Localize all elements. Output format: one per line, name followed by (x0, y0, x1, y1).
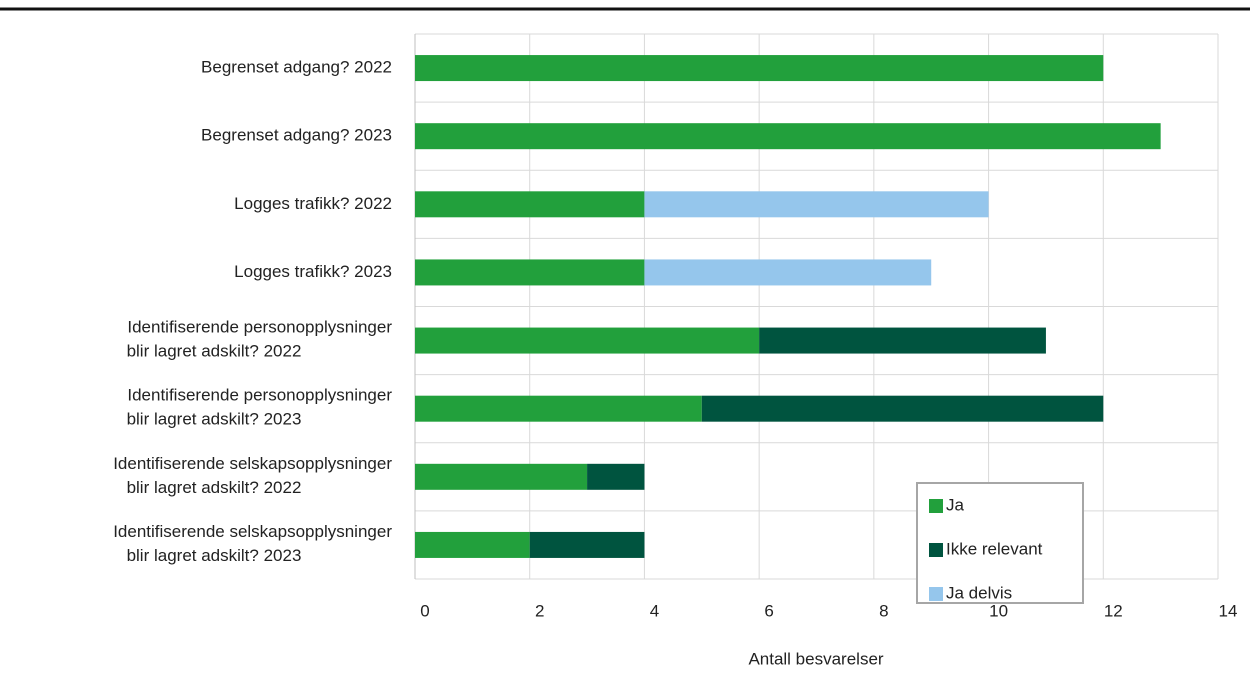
bar-segment (701, 395, 1104, 422)
bar-segment (644, 191, 989, 218)
legend-label: Ja (946, 495, 965, 514)
y-tick-label: Begrenset adgang? 2023 (201, 126, 392, 145)
x-tick-label: 8 (879, 601, 888, 620)
x-tick-label: 12 (1104, 601, 1123, 620)
y-tick-label: Logges trafikk? 2022 (234, 194, 392, 213)
x-tick-label: 4 (650, 601, 659, 620)
y-tick-label: Logges trafikk? 2023 (234, 262, 392, 281)
legend-label: Ikke relevant (946, 539, 1043, 558)
x-tick-label: 14 (1219, 601, 1238, 620)
bar-segment (415, 395, 702, 422)
x-tick-label: 6 (764, 601, 773, 620)
bar-segment (529, 531, 645, 558)
bar-segment (415, 327, 760, 354)
legend-swatch (929, 543, 943, 557)
x-tick-label: 10 (989, 601, 1008, 620)
bar-segment (587, 463, 645, 490)
bar-segment (415, 259, 645, 286)
bar-segment (415, 531, 530, 558)
bar-segment (415, 55, 1104, 82)
x-axis-label: Antall besvarelser (748, 649, 883, 668)
y-tick-label: Begrenset adgang? 2022 (201, 58, 392, 77)
y-tick-label: Identifiserende selskapsopplysninger blir… (113, 454, 392, 497)
y-tick-label: Identifiserende selskapsopplysninger blir… (113, 522, 392, 565)
legend-swatch (929, 587, 943, 601)
legend-label: Ja delvis (946, 583, 1012, 602)
legend-swatch (929, 499, 943, 513)
bar-segment (644, 259, 932, 286)
y-tick-label: Identifiserende personopplysninger blir l… (127, 318, 393, 361)
bar-segment (759, 327, 1046, 354)
bar-segment (415, 191, 645, 218)
legend-box (916, 482, 1084, 604)
bar-segment (415, 463, 588, 490)
y-tick-label: Identifiserende personopplysninger blir l… (127, 386, 393, 429)
bar-segment (415, 123, 1161, 150)
x-tick-label: 0 (420, 601, 429, 620)
x-tick-label: 2 (535, 601, 544, 620)
